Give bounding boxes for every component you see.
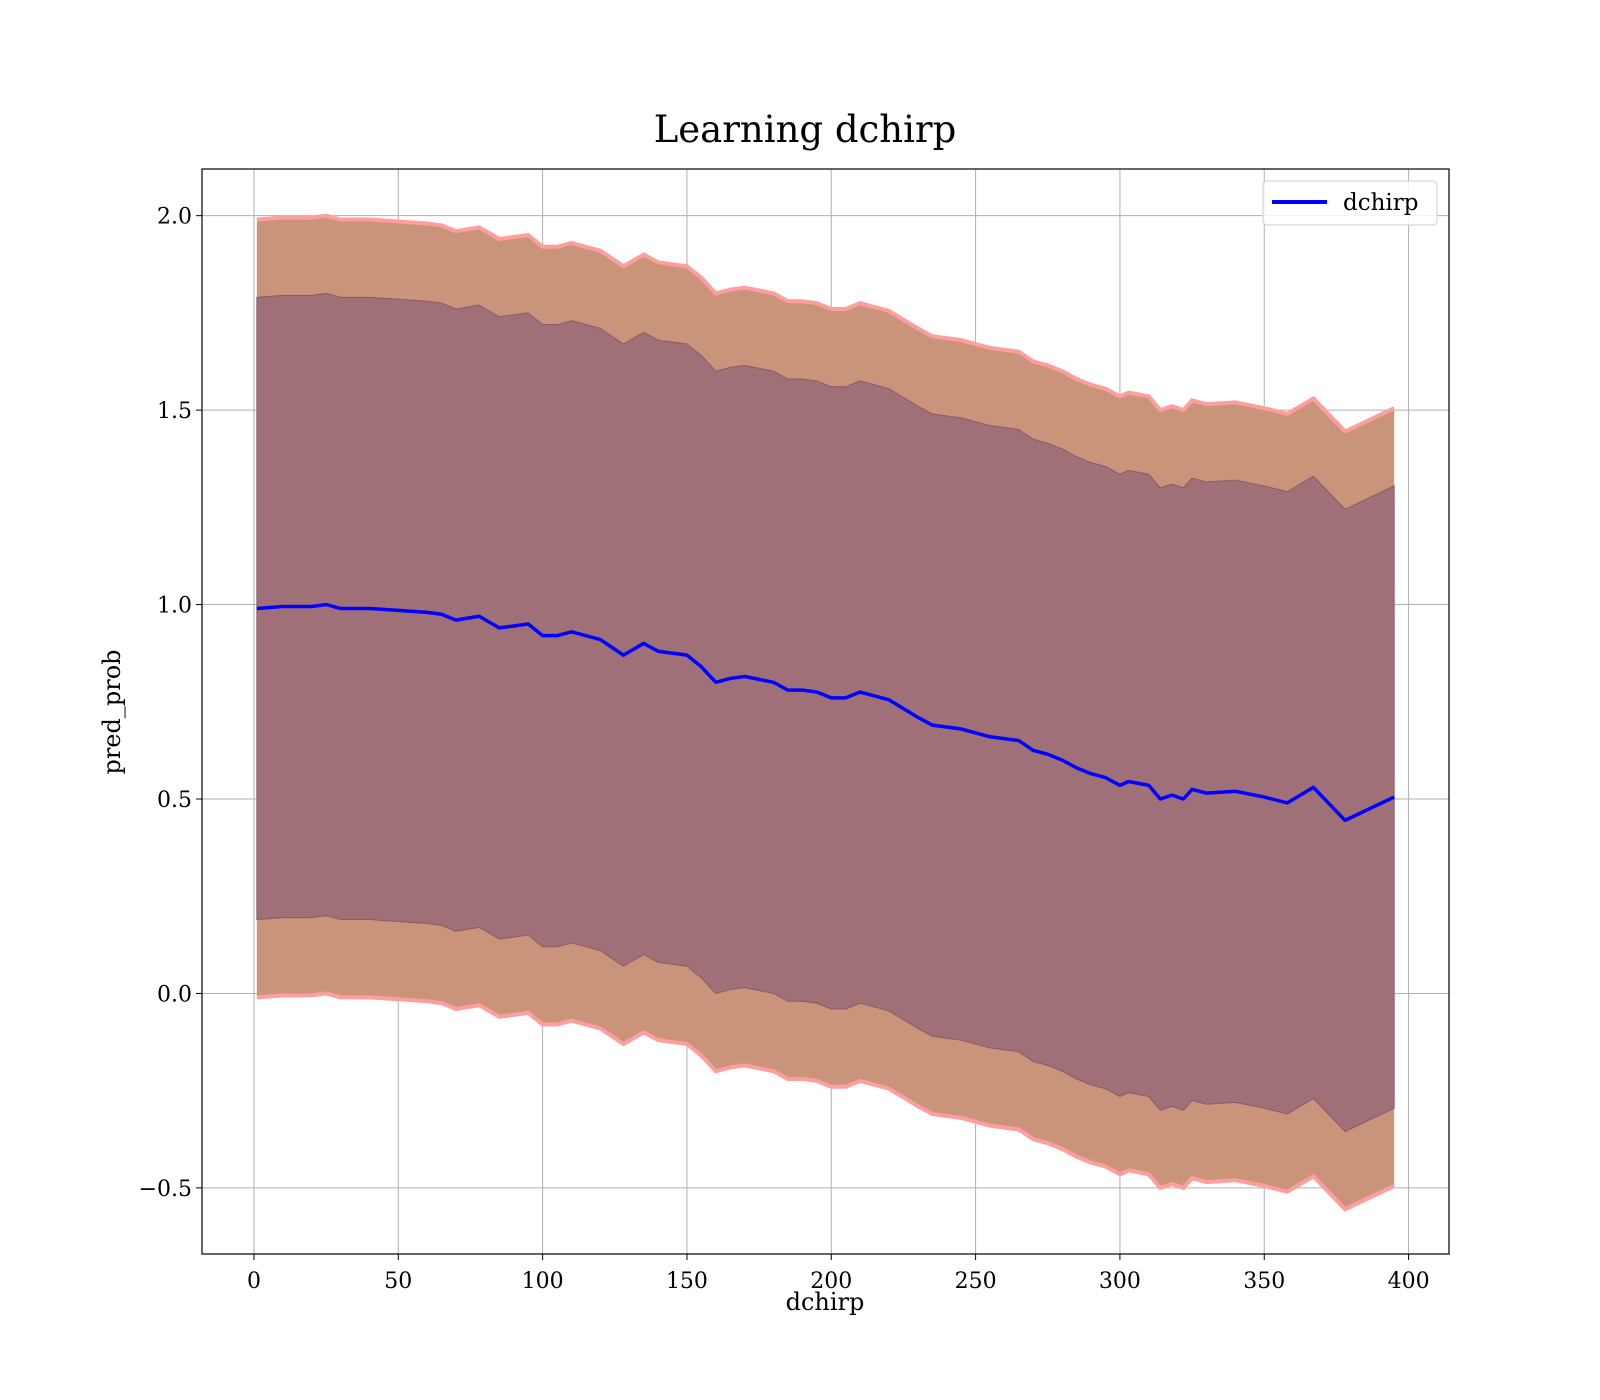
x-tick-label-1: 50 <box>384 1269 412 1294</box>
plot-frame <box>201 168 1450 1255</box>
x-tick-label-2: 100 <box>522 1269 564 1294</box>
outer-band-upper-edge <box>256 213 1396 434</box>
y-tick-label-3: 1.0 <box>157 594 192 619</box>
series-lines <box>256 602 1395 823</box>
series-line-dchirp <box>256 602 1395 823</box>
y-tick-label-1: 0.0 <box>157 982 192 1007</box>
y-tick-label-2: 0.5 <box>157 788 192 813</box>
y-tick-label-5: 2.0 <box>157 205 192 230</box>
x-axis-label: dchirp <box>786 1288 865 1316</box>
legend-box <box>1262 180 1438 226</box>
y-tick-label-0: −0.5 <box>139 1177 192 1202</box>
y-axis-label: pred_prob <box>98 649 126 774</box>
chart-title: Learning dchirp <box>654 108 957 151</box>
legend-entry-dchirp: dchirp <box>1343 190 1419 216</box>
legend: dchirp <box>1262 180 1438 226</box>
x-tick-label-3: 150 <box>666 1269 708 1294</box>
x-tick-label-6: 300 <box>1099 1269 1141 1294</box>
x-tick-label-5: 250 <box>955 1269 997 1294</box>
x-tick-label-8: 400 <box>1388 1269 1430 1294</box>
x-tick-label-0: 0 <box>247 1269 261 1294</box>
confidence-bands <box>256 213 1396 1212</box>
inner-band <box>256 292 1395 1133</box>
x-tick-label-4: 200 <box>810 1269 852 1294</box>
outer-band-lower-edge <box>256 991 1396 1212</box>
x-tick-label-7: 350 <box>1243 1269 1285 1294</box>
y-tick-label-4: 1.5 <box>157 399 192 424</box>
y-axis-ticks: −0.5 0.0 0.5 1.0 1.5 2.0 <box>139 205 202 1202</box>
x-axis-ticks: 0 50 100 150 200 250 300 350 400 <box>247 1254 1430 1294</box>
